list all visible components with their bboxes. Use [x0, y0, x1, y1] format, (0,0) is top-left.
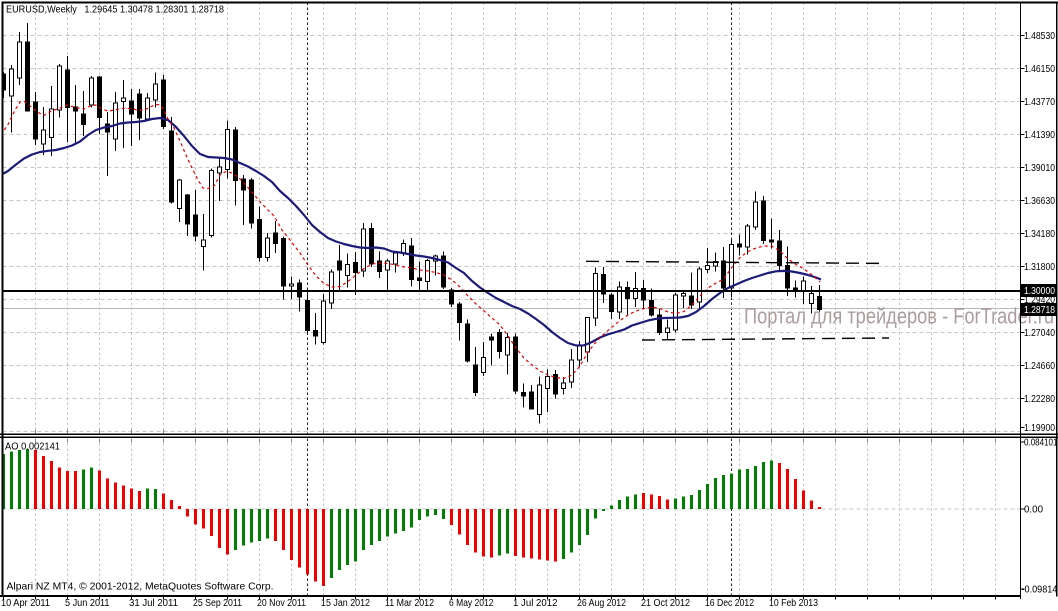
- svg-text:Портал для трейдеров - ForTrad: Портал для трейдеров - ForTrader.ru: [744, 304, 1054, 329]
- svg-text:15 Jan 2012: 15 Jan 2012: [321, 597, 370, 609]
- svg-text:1.46150: 1.46150: [1024, 64, 1055, 75]
- svg-text:5 Jun 2011: 5 Jun 2011: [65, 597, 110, 609]
- svg-text:1.27040: 1.27040: [1024, 328, 1055, 339]
- svg-text:1.41390: 1.41390: [1024, 130, 1055, 141]
- svg-text:6 May 2012: 6 May 2012: [449, 597, 494, 609]
- svg-text:25 Sep 2011: 25 Sep 2011: [193, 597, 242, 609]
- svg-text:1.31800: 1.31800: [1024, 262, 1055, 273]
- svg-text:1.19900: 1.19900: [1024, 423, 1055, 434]
- svg-text:10 Feb 2013: 10 Feb 2013: [769, 597, 818, 609]
- svg-text:1.48530: 1.48530: [1024, 31, 1055, 42]
- svg-text:10 Apr 2011: 10 Apr 2011: [1, 597, 50, 609]
- svg-text:1.39010: 1.39010: [1024, 163, 1055, 174]
- svg-text:1.29420: 1.29420: [1024, 295, 1055, 306]
- svg-text:1.34180: 1.34180: [1024, 229, 1055, 240]
- svg-text:21 Oct 2012: 21 Oct 2012: [641, 597, 690, 609]
- svg-text:-0.098147: -0.098147: [1022, 585, 1058, 596]
- svg-text:1.24660: 1.24660: [1024, 361, 1055, 372]
- svg-text:1.30000: 1.30000: [1024, 286, 1055, 297]
- svg-text:1.28718: 1.28718: [1024, 305, 1055, 316]
- svg-text:20 Nov 2011: 20 Nov 2011: [257, 597, 306, 609]
- svg-text:26 Aug 2012: 26 Aug 2012: [577, 597, 626, 609]
- svg-text:EURUSD,Weekly 1.29645 1.3047: EURUSD,Weekly 1.29645 1.30478 1.28301 1.…: [6, 4, 224, 16]
- svg-text:1.43770: 1.43770: [1024, 97, 1055, 108]
- svg-text:1.36630: 1.36630: [1024, 196, 1055, 207]
- svg-text:11 Mar 2012: 11 Mar 2012: [385, 597, 434, 609]
- svg-text:31 Jul 2011: 31 Jul 2011: [129, 597, 178, 609]
- svg-text:0.084101: 0.084101: [1024, 438, 1058, 449]
- svg-text:0.00: 0.00: [1024, 504, 1043, 515]
- svg-text:Alpari NZ MT4, © 2001-2012, Me: Alpari NZ MT4, © 2001-2012, MetaQuotes S…: [7, 581, 274, 593]
- svg-text:1.22280: 1.22280: [1024, 394, 1055, 405]
- svg-text:16 Dec 2012: 16 Dec 2012: [705, 597, 754, 609]
- svg-text:AO 0.002141: AO 0.002141: [5, 441, 60, 453]
- svg-text:1 Jul 2012: 1 Jul 2012: [513, 597, 558, 609]
